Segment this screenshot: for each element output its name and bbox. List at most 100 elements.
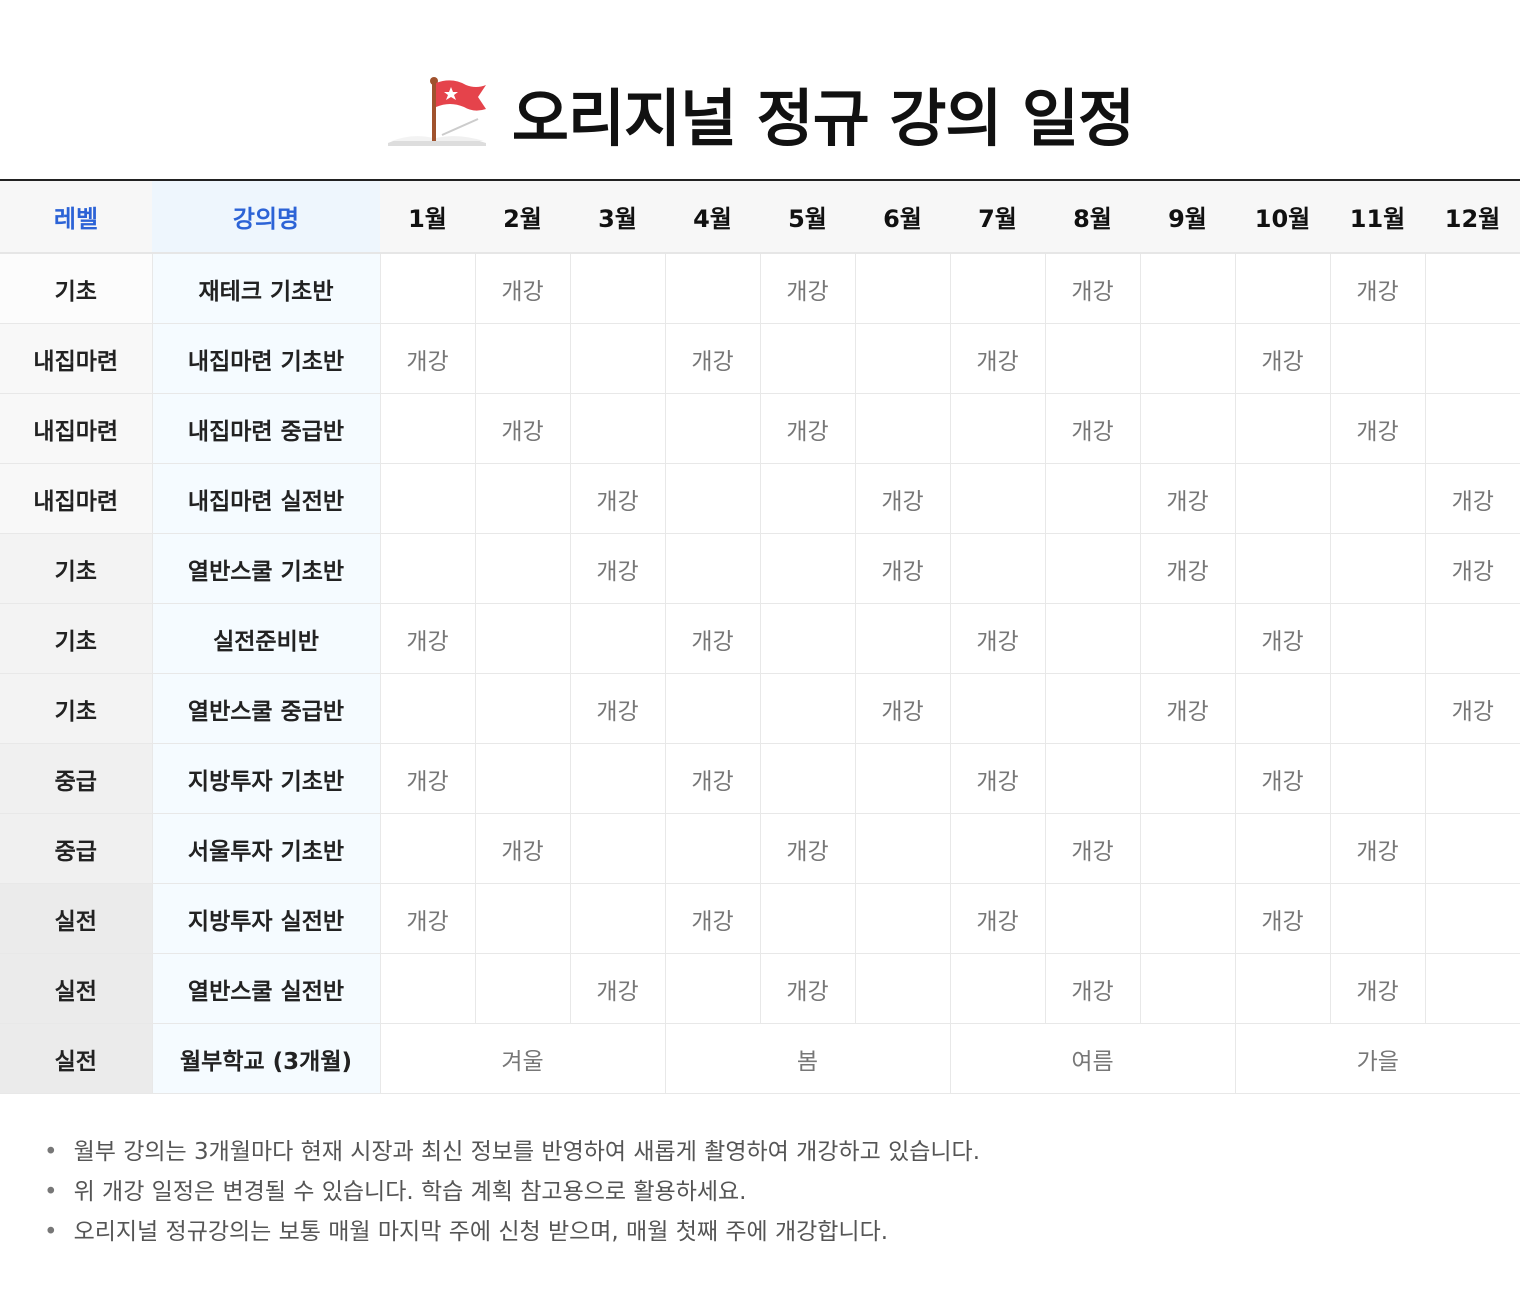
empty-cell: [1329, 883, 1426, 954]
empty-cell: [1234, 463, 1331, 534]
open-cell: 개강: [949, 603, 1046, 674]
empty-cell: [949, 673, 1046, 744]
empty-cell: [664, 393, 761, 464]
header-level: 레벨: [0, 180, 152, 254]
empty-cell: [949, 813, 1046, 884]
course-name-cell: 열반스쿨 실전반: [151, 953, 381, 1024]
level-cell: 내집마련: [0, 323, 153, 394]
open-cell: 개강: [759, 393, 856, 464]
header-course: 강의명: [152, 180, 380, 254]
bullet-icon: •: [44, 1179, 58, 1205]
level-cell: 기초: [0, 533, 153, 604]
empty-cell: [1044, 533, 1141, 604]
empty-cell: [474, 953, 571, 1024]
open-cell: 개강: [949, 883, 1046, 954]
table-row: 실전 월부학교 (3개월) 겨울 봄 여름 가을: [0, 1023, 1520, 1094]
empty-cell: [1139, 813, 1236, 884]
season-cell: 여름: [949, 1023, 1236, 1094]
open-cell: 개강: [664, 883, 761, 954]
empty-cell: [1234, 813, 1331, 884]
open-cell: 개강: [1329, 953, 1426, 1024]
empty-cell: [854, 743, 951, 814]
header-month: 8월: [1045, 180, 1140, 254]
open-cell: 개강: [1139, 533, 1236, 604]
bullet-icon: •: [44, 1139, 58, 1165]
open-cell: 개강: [474, 393, 571, 464]
empty-cell: [379, 813, 476, 884]
level-cell: 기초: [0, 603, 153, 674]
header-month: 7월: [950, 180, 1045, 254]
note-item: • 오리지널 정규강의는 보통 매월 마지막 주에 신청 받으며, 매월 첫째 주…: [44, 1212, 980, 1252]
open-cell: 개강: [854, 463, 951, 534]
empty-cell: [1234, 673, 1331, 744]
table-row: 내집마련 내집마련 기초반 개강 개강 개강 개강: [0, 323, 1520, 394]
open-cell: 개강: [1329, 393, 1426, 464]
empty-cell: [1329, 323, 1426, 394]
course-name-cell: 실전준비반: [151, 603, 381, 674]
empty-cell: [1424, 953, 1520, 1024]
empty-cell: [1424, 393, 1520, 464]
level-cell: 기초: [0, 673, 153, 744]
empty-cell: [474, 463, 571, 534]
empty-cell: [664, 953, 761, 1024]
title-text: 오리지널 정규 강의 일정: [511, 82, 1135, 155]
empty-cell: [569, 323, 666, 394]
note-item: • 월부 강의는 3개월마다 현재 시장과 최신 정보를 반영하여 새롭게 촬영하…: [44, 1132, 980, 1172]
open-cell: 개강: [569, 463, 666, 534]
empty-cell: [854, 393, 951, 464]
empty-cell: [474, 603, 571, 674]
open-cell: 개강: [474, 813, 571, 884]
empty-cell: [854, 883, 951, 954]
course-name-cell: 열반스쿨 중급반: [151, 673, 381, 744]
schedule-table: 레벨 강의명 1월 2월 3월 4월 5월 6월 7월 8월 9월 10월 11월 12월 기초 재테크…: [0, 179, 1520, 1094]
open-cell: 개강: [949, 743, 1046, 814]
header-month: 4월: [665, 180, 760, 254]
page-title: 오리지널 정규 강의 일정: [0, 68, 1520, 158]
open-cell: 개강: [1234, 743, 1331, 814]
header-month: 6월: [855, 180, 950, 254]
empty-cell: [1139, 323, 1236, 394]
empty-cell: [759, 323, 856, 394]
open-cell: 개강: [379, 603, 476, 674]
open-cell: 개강: [664, 603, 761, 674]
empty-cell: [569, 603, 666, 674]
empty-cell: [1234, 533, 1331, 604]
empty-cell: [1329, 603, 1426, 674]
open-cell: 개강: [854, 673, 951, 744]
empty-cell: [1234, 393, 1331, 464]
open-cell: 개강: [664, 323, 761, 394]
open-cell: 개강: [759, 813, 856, 884]
empty-cell: [1424, 813, 1520, 884]
empty-cell: [1044, 463, 1141, 534]
empty-cell: [1329, 673, 1426, 744]
level-cell: 실전: [0, 953, 153, 1024]
table-row: 기초 열반스쿨 중급반 개강 개강 개강 개강: [0, 673, 1520, 744]
empty-cell: [474, 743, 571, 814]
flag-on-book-icon: [386, 75, 490, 151]
course-name-cell: 지방투자 기초반: [151, 743, 381, 814]
table-row: 기초 열반스쿨 기초반 개강 개강 개강 개강: [0, 533, 1520, 604]
empty-cell: [379, 673, 476, 744]
open-cell: 개강: [379, 323, 476, 394]
empty-cell: [1424, 603, 1520, 674]
header-month: 3월: [570, 180, 665, 254]
empty-cell: [1424, 323, 1520, 394]
note-text: 위 개강 일정은 변경될 수 있습니다. 학습 계획 참고용으로 활용하세요.: [73, 1179, 747, 1205]
empty-cell: [379, 252, 476, 324]
empty-cell: [949, 252, 1046, 324]
empty-cell: [379, 953, 476, 1024]
open-cell: 개강: [1329, 252, 1426, 324]
table-row: 중급 지방투자 기초반 개강 개강 개강 개강: [0, 743, 1520, 814]
course-name-cell: 서울투자 기초반: [151, 813, 381, 884]
open-cell: 개강: [1234, 883, 1331, 954]
empty-cell: [1139, 393, 1236, 464]
table-row: 기초 재테크 기초반 개강 개강 개강 개강: [0, 252, 1520, 324]
level-cell: 실전: [0, 883, 153, 954]
open-cell: 개강: [1044, 813, 1141, 884]
season-cell: 봄: [664, 1023, 951, 1094]
header-month: 2월: [475, 180, 570, 254]
empty-cell: [1329, 533, 1426, 604]
empty-cell: [474, 673, 571, 744]
empty-cell: [569, 252, 666, 324]
open-cell: 개강: [949, 323, 1046, 394]
